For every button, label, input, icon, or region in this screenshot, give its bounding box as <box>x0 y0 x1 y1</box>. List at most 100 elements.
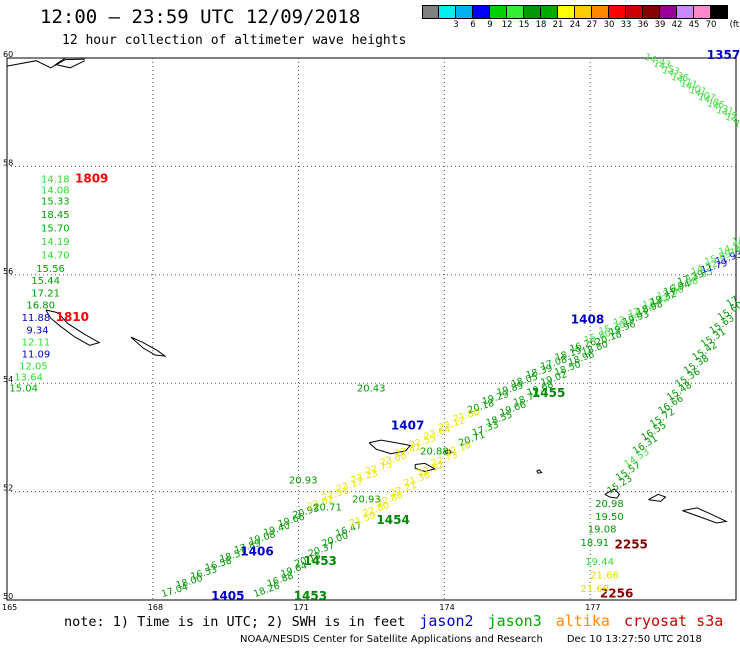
longitude-label: 171 <box>294 603 309 612</box>
legend-label: 27 <box>586 20 598 30</box>
wave-height-value: 9.34 <box>26 325 48 336</box>
pass-time-label: 1455 <box>532 386 565 400</box>
legend-label: 15 <box>518 20 530 30</box>
legend-label: 30 <box>603 20 615 30</box>
wave-height-value: 17 <box>725 294 740 310</box>
wave-height-value: 19.50 <box>595 512 624 523</box>
pass-time-label: 1809 <box>75 172 108 186</box>
legend-swatch <box>677 5 694 19</box>
legend-label: 36 <box>637 20 649 30</box>
wave-height-value: 16.80 <box>26 300 55 311</box>
pass-time-label: 1453 <box>294 589 327 603</box>
bering-island <box>45 309 101 346</box>
rat-islands <box>648 493 667 502</box>
legend-swatches <box>422 5 728 19</box>
legend-swatch <box>694 5 711 19</box>
semichi-island <box>444 449 453 455</box>
wave-height-value: 21.66 <box>590 570 619 581</box>
page-subtitle: 12 hour collection of altimeter wave hei… <box>62 33 407 48</box>
legend-swatch <box>490 5 507 19</box>
wave-height-value: 20.93 <box>352 494 381 505</box>
wave-height-value: 20.98 <box>595 499 624 510</box>
longitude-label: 174 <box>439 603 454 612</box>
buldir-island <box>536 469 543 474</box>
pass-time-label: 2255 <box>615 538 648 552</box>
satellite-cryosat-s3a: cryosat s3a <box>623 612 724 630</box>
legend-swatch <box>524 5 541 19</box>
legend-swatch <box>473 5 490 19</box>
pass-time-label: 1407 <box>391 418 424 432</box>
wave-height-value: 12.05 <box>19 362 48 373</box>
legend-label: 12 <box>501 20 513 30</box>
wave-height-value: 20.43 <box>357 383 386 394</box>
legend-label: 21 <box>552 20 564 30</box>
agattu-island <box>414 462 437 473</box>
legend-label: 3 <box>453 20 459 30</box>
wave-height-value: 20.88 <box>420 447 449 458</box>
latitude-label: 52 <box>3 484 13 493</box>
satellite-altika: altika <box>555 612 610 630</box>
latitude-label: 60 <box>3 50 13 59</box>
legend-swatch <box>507 5 524 19</box>
legend-label: 9 <box>487 20 493 30</box>
wave-height-value: 14.18 <box>41 175 70 186</box>
latitude-label: 56 <box>3 267 13 276</box>
footer-notes: note: 1) Time is in UTC; 2) SWH is in fe… <box>64 612 723 630</box>
wave-height-value: 18.91 <box>581 538 610 549</box>
satellite-jason2: jason2 <box>419 612 474 630</box>
legend-label: 24 <box>569 20 581 30</box>
wave-height-value: 14.70 <box>41 251 70 262</box>
pass-time-label: 1408 <box>571 313 604 327</box>
pass-time-label: 1357 <box>707 48 740 62</box>
legend-label: 45 <box>688 20 700 30</box>
page-title: 12:00 – 23:59 UTC 12/09/2018 <box>40 6 361 28</box>
legend-label: 70 <box>705 20 717 30</box>
map-frame <box>6 57 737 601</box>
wave-height-value: 11.88 <box>22 313 51 324</box>
legend-swatch <box>439 5 456 19</box>
wave-height-value: 14.3 <box>733 118 740 136</box>
legend-swatch <box>711 5 728 19</box>
legend-label: 18 <box>535 20 547 30</box>
wave-height-value: 18.45 <box>41 210 70 221</box>
legend-swatch <box>422 5 439 19</box>
wave-height-value: 14.64 <box>731 228 740 248</box>
legend-label: 39 <box>654 20 666 30</box>
legend-swatch <box>456 5 473 19</box>
wave-height-value: 20.93 <box>289 476 318 487</box>
wave-height-value: 15.56 <box>36 264 65 275</box>
legend-label: 33 <box>620 20 632 30</box>
wave-height-value: 14.08 <box>41 186 70 197</box>
wave-height-value: 19.44 <box>585 557 614 568</box>
wave-height-value: 15.70 <box>41 223 70 234</box>
kamchatka-coast <box>54 57 86 69</box>
satellite-key: jason2 jason3 altika cryosat s3a <box>405 612 724 630</box>
latitude-label: 58 <box>3 158 13 167</box>
credit-source: NOAA/NESDIS Center for Satellite Applica… <box>240 634 543 645</box>
legend-label: 42 <box>671 20 683 30</box>
wave-height-value: 19.08 <box>588 524 617 535</box>
amchitka-island <box>682 507 728 524</box>
wave-height-value: 13.64 <box>14 373 43 384</box>
wave-height-value: 17.21 <box>31 289 60 300</box>
legend-unit: (ft) <box>729 20 740 30</box>
legend-swatch <box>626 5 643 19</box>
pass-time-label: 1406 <box>240 545 273 559</box>
legend-swatch <box>592 5 609 19</box>
wave-height-value: 15.33 <box>41 196 70 207</box>
pass-time-label: 1405 <box>211 589 244 603</box>
legend-swatch <box>660 5 677 19</box>
wave-height-value: 21.68 <box>581 584 610 595</box>
medny-island <box>130 336 167 357</box>
attu-island <box>368 439 412 455</box>
kamchatka-coast <box>6 58 85 69</box>
legend-swatch <box>609 5 626 19</box>
latitude-label: 50 <box>3 592 13 601</box>
credit-line: NOAA/NESDIS Center for Satellite Applica… <box>240 634 702 645</box>
legend-swatch <box>541 5 558 19</box>
wave-height-value: 20.71 <box>313 503 342 514</box>
latitude-label: 54 <box>3 375 13 384</box>
